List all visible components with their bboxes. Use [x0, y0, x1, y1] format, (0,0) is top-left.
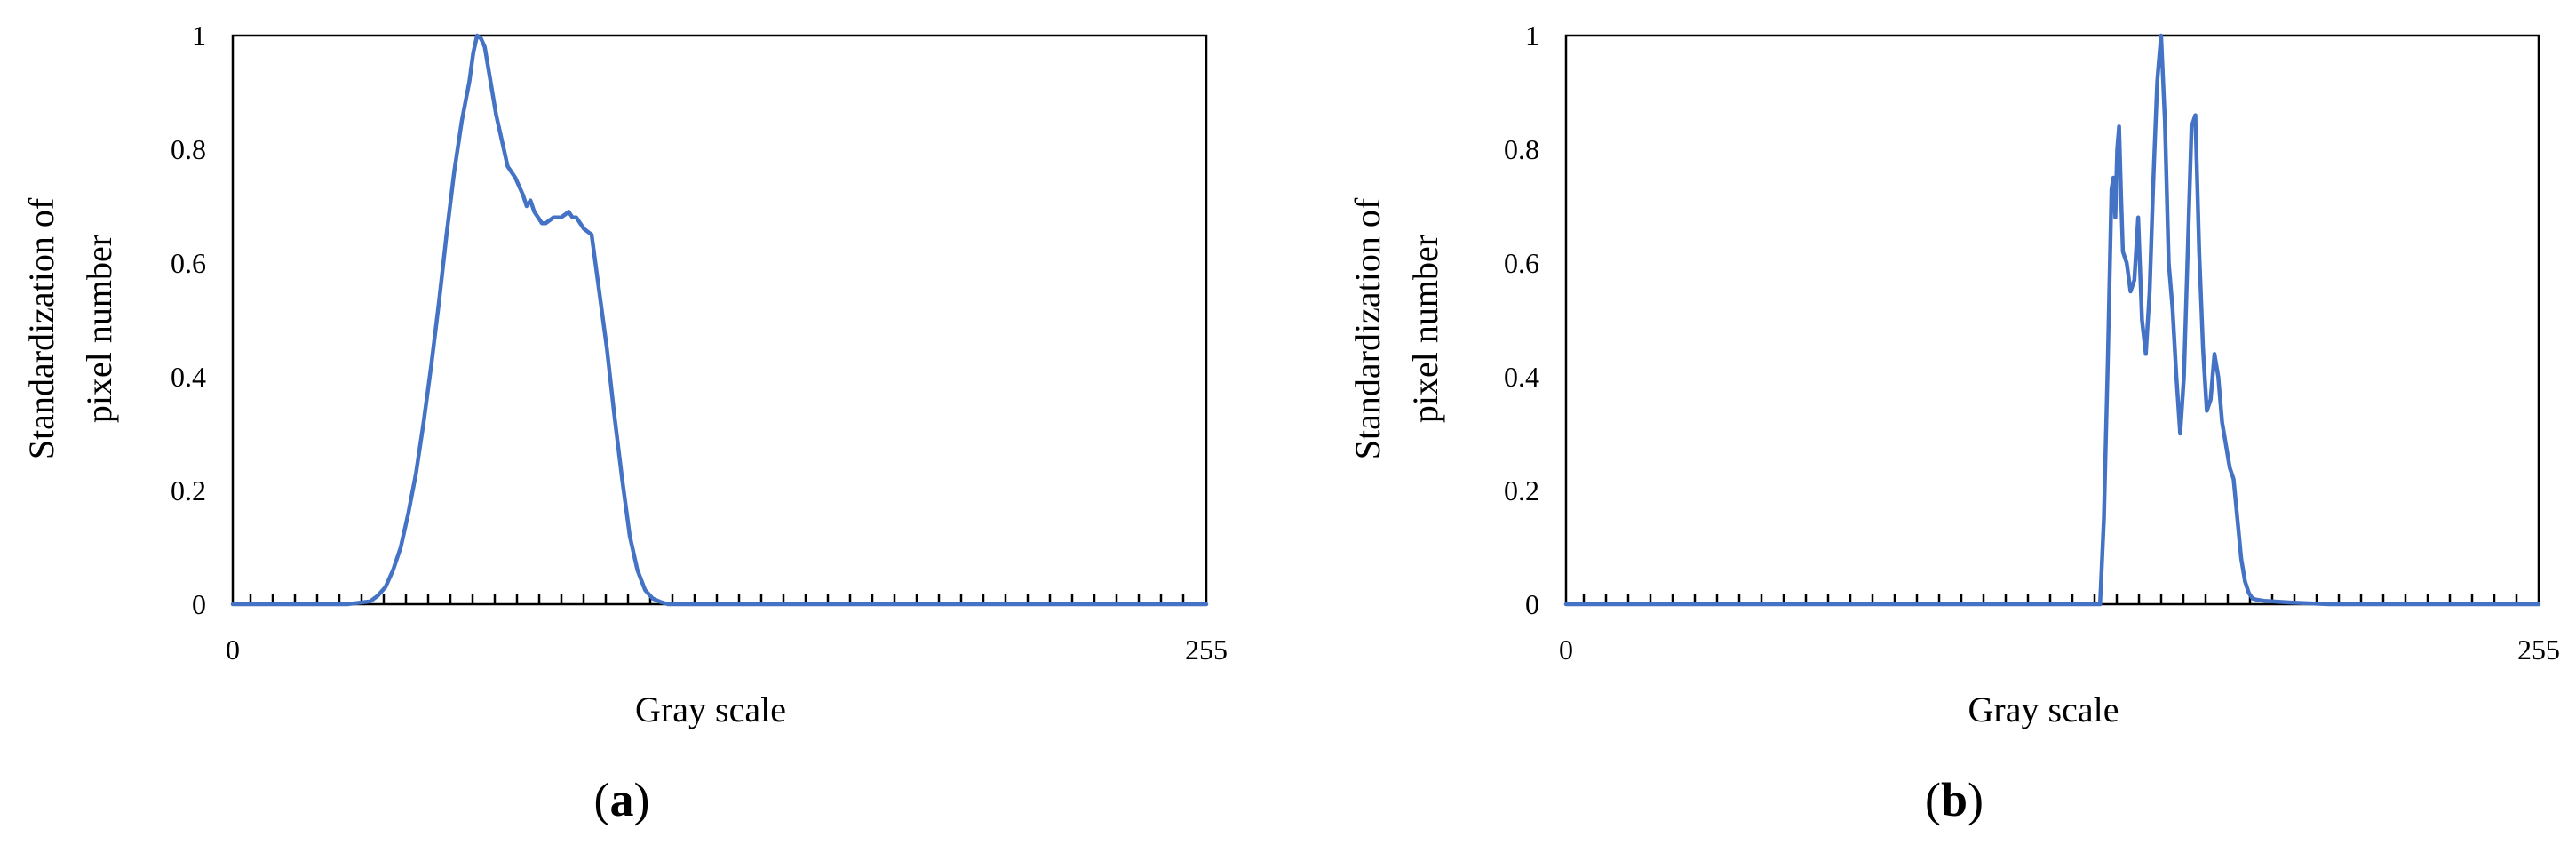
- y-axis-label-line: pixel number: [1405, 235, 1445, 423]
- series-line: [230, 33, 1209, 607]
- series-line: [1563, 33, 2541, 607]
- y-tick-label: 0.8: [171, 133, 206, 165]
- y-axis-label-line: Standardization of: [21, 197, 61, 459]
- y-axis-label-line: pixel number: [79, 235, 119, 423]
- x-axis-label: Gray scale: [1968, 690, 2119, 729]
- plot-frame: [231, 34, 1208, 606]
- y-tick-label: 1: [192, 20, 206, 52]
- x-tick-label: 0: [1559, 634, 1573, 666]
- panel-label: (b): [1925, 773, 1984, 826]
- y-tick-label: 0.2: [1504, 474, 1539, 506]
- y-tick-label: 0: [192, 588, 206, 620]
- x-axis-label: Gray scale: [635, 690, 786, 729]
- y-tick-label: 0: [1525, 588, 1539, 620]
- y-tick-label: 1: [1525, 20, 1539, 52]
- y-tick-label: 0.2: [171, 474, 206, 506]
- x-tick-label: 255: [1185, 634, 1228, 666]
- y-tick-label: 0.6: [171, 247, 206, 279]
- panel-label: (a): [594, 773, 650, 826]
- y-tick-label: 0.8: [1504, 133, 1539, 165]
- x-tick-label: 0: [226, 634, 240, 666]
- y-tick-label: 0.4: [1504, 361, 1539, 393]
- plot-frame: [1564, 34, 2540, 606]
- y-tick-label: 0.4: [171, 361, 206, 393]
- panel-a-chart: 0 0.2 0.4 0.6 0.8 1 0 255 Gray scale Standardizat…: [21, 20, 1228, 826]
- y-axis-label-line: Standardization of: [1348, 197, 1387, 459]
- y-tick-label: 0.6: [1504, 247, 1539, 279]
- panel-b-chart: 0 0.2 0.4 0.6 0.8 1 0 255 Gray scale Standardizat…: [1348, 20, 2560, 826]
- x-tick-label: 255: [2517, 634, 2560, 666]
